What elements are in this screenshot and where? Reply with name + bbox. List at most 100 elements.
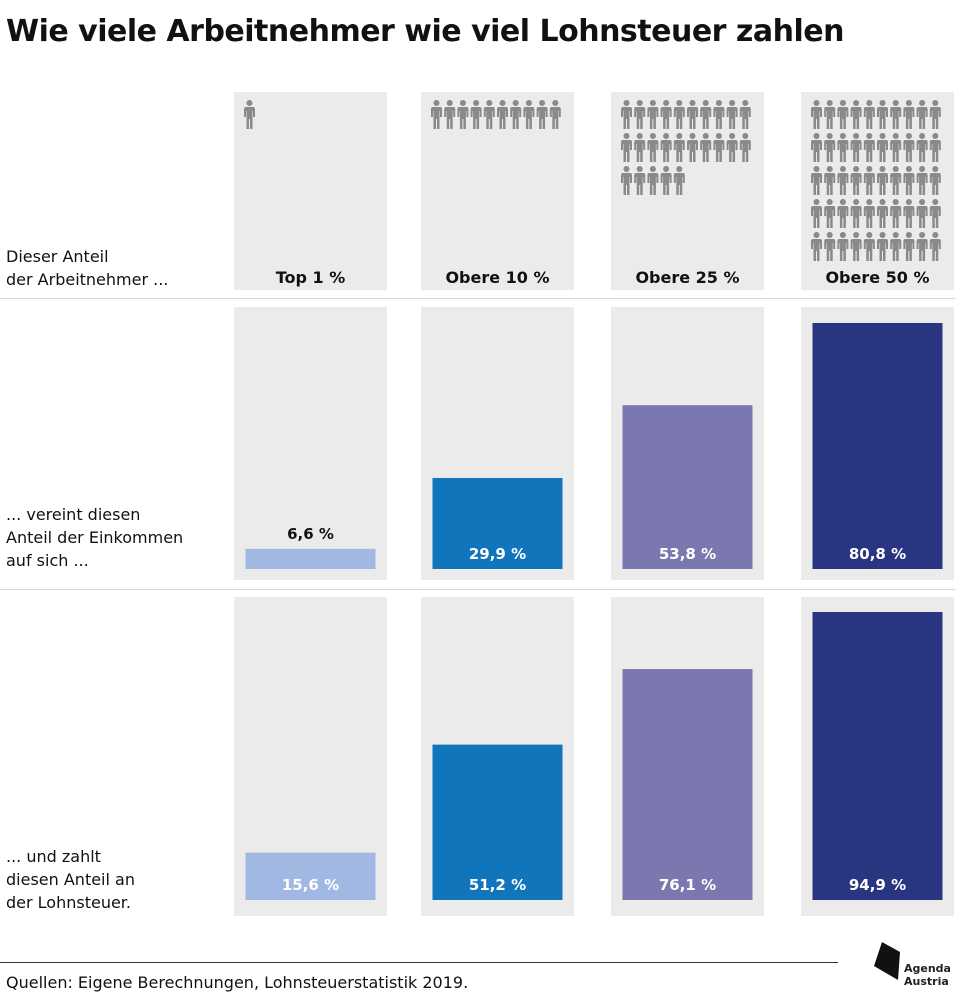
- person-icon: [523, 100, 535, 129]
- tax-value-label: 76,1 %: [659, 876, 716, 894]
- person-icon: [673, 100, 685, 129]
- income-value-label: 29,9 %: [469, 545, 526, 563]
- person-icon: [916, 100, 928, 129]
- income-bar: [432, 477, 563, 569]
- person-icon: [877, 199, 888, 228]
- person-icon: [647, 133, 659, 162]
- person-icon: [700, 133, 712, 162]
- person-icon: [431, 100, 442, 129]
- category-label: Top 1 %: [276, 268, 346, 287]
- person-icon: [634, 100, 646, 129]
- person-icon: [470, 100, 482, 129]
- logo-line: Austria: [904, 975, 949, 988]
- person-icon: [811, 133, 822, 162]
- logo-line: Agenda: [904, 962, 951, 975]
- person-icon: [837, 100, 849, 129]
- person-icon: [863, 232, 875, 261]
- person-icon: [890, 166, 902, 195]
- person-icon: [811, 100, 822, 129]
- row-separator: [0, 589, 955, 590]
- row-label-line: ... vereint diesen: [6, 505, 141, 524]
- tax-bar: [432, 744, 563, 900]
- person-icon: [647, 166, 659, 195]
- person-icon: [660, 100, 672, 129]
- row-label-income: ... vereint diesen Anteil der Einkommen …: [6, 503, 183, 572]
- person-icon: [916, 199, 928, 228]
- row-separator: [0, 298, 955, 299]
- person-icon: [824, 232, 836, 261]
- person-icon: [850, 166, 862, 195]
- agenda-austria-logo: [874, 942, 900, 980]
- person-icon: [824, 100, 836, 129]
- person-icon: [497, 100, 508, 129]
- person-icon: [549, 100, 561, 129]
- logo-text: Agenda Austria: [904, 962, 951, 988]
- person-icon: [726, 100, 738, 129]
- tax-bar: [812, 612, 943, 900]
- chart-area: Top 1 % 6,6 % 15,6 % Obere 10 % 29,9 % 51,2 %…: [234, 92, 954, 916]
- person-icon: [850, 232, 862, 261]
- row-label-employees: Dieser Anteil der Arbeitnehmer ...: [6, 245, 168, 291]
- income-bar: [622, 405, 753, 569]
- person-icon: [837, 199, 849, 228]
- person-icon: [739, 133, 751, 162]
- row-label-tax: ... und zahlt diesen Anteil an der Lohns…: [6, 845, 135, 914]
- person-icon: [837, 133, 849, 162]
- person-icon: [863, 100, 875, 129]
- person-icon: [903, 100, 915, 129]
- person-icon: [824, 166, 836, 195]
- tax-bar: [245, 852, 376, 900]
- row-label-line: der Arbeitnehmer ...: [6, 270, 169, 289]
- source-divider: [0, 962, 838, 963]
- person-icon: [726, 133, 738, 162]
- person-icon: [647, 100, 659, 129]
- person-icon: [660, 133, 672, 162]
- person-icon: [929, 166, 941, 195]
- person-icon: [824, 199, 836, 228]
- person-icon: [673, 133, 685, 162]
- person-icon: [621, 133, 632, 162]
- person-icon: [824, 133, 836, 162]
- person-icon: [713, 133, 725, 162]
- person-icon: [890, 133, 902, 162]
- person-icon: [660, 166, 672, 195]
- person-icon: [863, 199, 875, 228]
- row-label-line: der Lohnsteuer.: [6, 893, 131, 912]
- row-label-line: diesen Anteil an: [6, 870, 135, 889]
- person-icon: [621, 166, 632, 195]
- tax-value-label: 94,9 %: [849, 876, 906, 894]
- row-label-line: ... und zahlt: [6, 847, 101, 866]
- person-icon: [903, 199, 915, 228]
- person-icon: [929, 100, 941, 129]
- person-icon: [850, 133, 862, 162]
- category-label: Obere 25 %: [635, 268, 739, 287]
- person-icon: [634, 133, 646, 162]
- person-icon: [483, 100, 495, 129]
- person-icon: [903, 232, 915, 261]
- person-icon: [877, 133, 888, 162]
- person-icon: [929, 232, 941, 261]
- person-icon: [536, 100, 548, 129]
- person-icon: [244, 100, 255, 129]
- person-icon: [877, 100, 888, 129]
- person-icon: [877, 232, 888, 261]
- person-icon: [634, 166, 646, 195]
- chart-title: Wie viele Arbeitnehmer wie viel Lohnsteu…: [6, 14, 844, 49]
- person-icon: [811, 166, 822, 195]
- income-value-label: 6,6 %: [287, 525, 334, 543]
- panel-employees: [421, 92, 574, 290]
- person-icon: [890, 232, 902, 261]
- person-icon: [673, 166, 685, 195]
- person-icon: [850, 100, 862, 129]
- panel-employees: [611, 92, 764, 290]
- person-icon: [700, 100, 712, 129]
- person-icon: [811, 199, 822, 228]
- person-icon: [621, 100, 632, 129]
- person-icon: [510, 100, 522, 129]
- person-icon: [903, 133, 915, 162]
- income-value-label: 53,8 %: [659, 545, 716, 563]
- tax-value-label: 15,6 %: [282, 876, 339, 894]
- source-note: Quellen: Eigene Berechnungen, Lohnsteuer…: [6, 973, 469, 992]
- person-icon: [837, 232, 849, 261]
- panel-employees: [234, 92, 387, 290]
